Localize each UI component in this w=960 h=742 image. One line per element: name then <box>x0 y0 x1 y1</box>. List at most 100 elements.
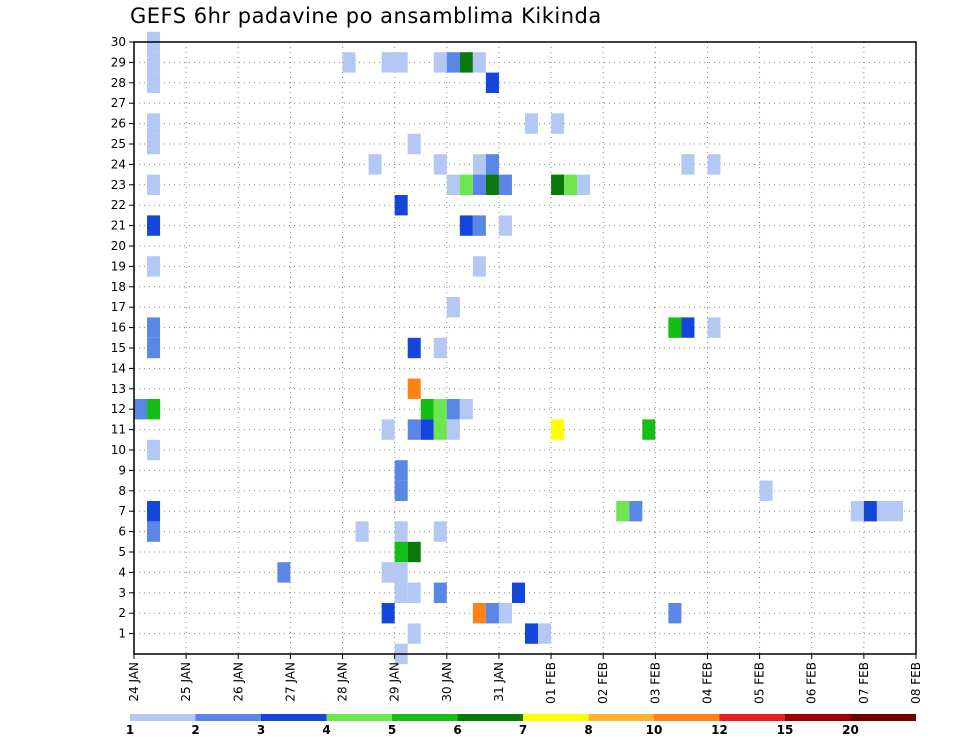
colorbar-tick-label: 15 <box>777 723 794 737</box>
x-tick-label: 03 FEB <box>648 662 662 704</box>
precip-cell <box>394 521 408 542</box>
x-tick-label: 06 FEB <box>805 662 819 704</box>
y-tick-label: 18 <box>111 280 126 294</box>
colorbar-tick-label: 12 <box>711 723 728 737</box>
colorbar-tick-label: 20 <box>842 723 859 737</box>
y-tick-label: 30 <box>111 35 126 49</box>
precip-cell <box>525 113 539 134</box>
precip-cell <box>642 419 656 440</box>
precip-cell <box>707 154 721 175</box>
chart-title: GEFS 6hr padavine po ansamblima Kikinda <box>130 4 602 28</box>
colorbar-tick-label: 5 <box>388 723 396 737</box>
y-tick-label: 10 <box>111 443 126 457</box>
precip-cell <box>485 174 499 195</box>
precip-cell <box>381 419 395 440</box>
y-tick-label: 13 <box>111 382 126 396</box>
x-tick-label: 27 JAN <box>283 662 297 702</box>
precip-cell <box>681 317 695 338</box>
precip-cell <box>446 174 460 195</box>
precip-cell <box>446 419 460 440</box>
x-tick-label: 02 FEB <box>596 662 610 704</box>
precip-cell <box>446 399 460 420</box>
precip-cell <box>525 623 539 644</box>
precip-cell <box>863 501 877 522</box>
precip-cell <box>381 52 395 73</box>
precip-cell <box>147 215 161 236</box>
y-tick-label: 4 <box>118 565 126 579</box>
y-tick-label: 1 <box>118 627 126 641</box>
precip-cell <box>394 460 408 481</box>
colorbar-tick-label: 4 <box>322 723 330 737</box>
x-tick-label: 25 JAN <box>179 662 193 702</box>
colorbar-tick-label: 1 <box>126 723 134 737</box>
y-tick-label: 28 <box>111 76 126 90</box>
y-tick-label: 22 <box>111 198 126 212</box>
precip-cell <box>485 603 499 624</box>
y-tick-label: 3 <box>118 586 126 600</box>
precip-cell <box>147 72 161 93</box>
precip-cell <box>407 623 421 644</box>
precip-cell <box>147 521 161 542</box>
precip-cell <box>433 52 447 73</box>
precip-cell <box>485 154 499 175</box>
precip-cell <box>551 113 565 134</box>
colorbar-swatch <box>130 714 196 721</box>
colorbar-swatch <box>785 714 851 721</box>
precip-cell <box>889 501 903 522</box>
colorbar-tick-label: 10 <box>646 723 663 737</box>
precip-cell <box>707 317 721 338</box>
precip-cell <box>472 603 486 624</box>
y-tick-label: 9 <box>118 463 126 477</box>
precip-cell <box>147 113 161 134</box>
y-tick-label: 23 <box>111 178 126 192</box>
precip-cell <box>407 378 421 399</box>
y-tick-label: 27 <box>111 96 126 110</box>
precip-cell <box>433 154 447 175</box>
colorbar-tick-label: 3 <box>257 723 265 737</box>
precip-cell <box>433 337 447 359</box>
precip-cell <box>446 297 460 318</box>
precip-cell <box>577 174 591 195</box>
colorbar-swatch <box>588 714 654 721</box>
y-tick-label: 8 <box>118 484 126 498</box>
x-axis: 24 JAN 25 JAN 26 JAN 27 JAN 28 JAN 29 JAN 30 J… <box>127 654 923 704</box>
y-tick-label: 7 <box>118 504 126 518</box>
precip-cell <box>394 195 408 216</box>
colorbar-swatch <box>195 714 261 721</box>
y-tick-label: 15 <box>111 341 126 355</box>
precip-cell <box>147 337 161 359</box>
precip-cell <box>394 582 408 603</box>
y-tick-label: 17 <box>111 300 126 314</box>
precip-cell <box>394 541 408 563</box>
precip-cell <box>433 399 447 420</box>
precip-cell <box>472 256 486 277</box>
precip-cell <box>355 521 369 542</box>
y-tick-label: 19 <box>111 259 126 273</box>
precip-cell <box>511 582 525 603</box>
precip-cell <box>381 562 395 583</box>
x-tick-label: 26 JAN <box>231 662 245 702</box>
colorbar-tick-label: 8 <box>584 723 592 737</box>
precip-cell <box>498 174 512 195</box>
x-tick-label: 30 JAN <box>440 662 454 702</box>
precip-cell <box>498 215 512 236</box>
colorbar-swatch <box>654 714 720 721</box>
precip-cell <box>147 52 161 73</box>
precip-cell <box>407 582 421 603</box>
precip-cell <box>551 419 565 440</box>
precip-cell <box>147 174 161 195</box>
precip-cell <box>472 154 486 175</box>
precip-cell <box>147 439 161 461</box>
precip-cell <box>147 501 161 522</box>
colorbar-tick-label: 6 <box>453 723 461 737</box>
precip-cell <box>459 52 473 73</box>
y-tick-label: 21 <box>111 219 126 233</box>
precip-cell <box>472 215 486 236</box>
colorbar-swatch <box>850 714 916 721</box>
precip-cell <box>433 521 447 542</box>
colorbar: 1 2 3 4 5 6 7 8 10 12 15 20 <box>126 714 916 737</box>
precip-cell <box>407 337 421 359</box>
precip-cell <box>485 72 499 93</box>
precip-cell <box>498 603 512 624</box>
precip-cell <box>472 52 486 73</box>
